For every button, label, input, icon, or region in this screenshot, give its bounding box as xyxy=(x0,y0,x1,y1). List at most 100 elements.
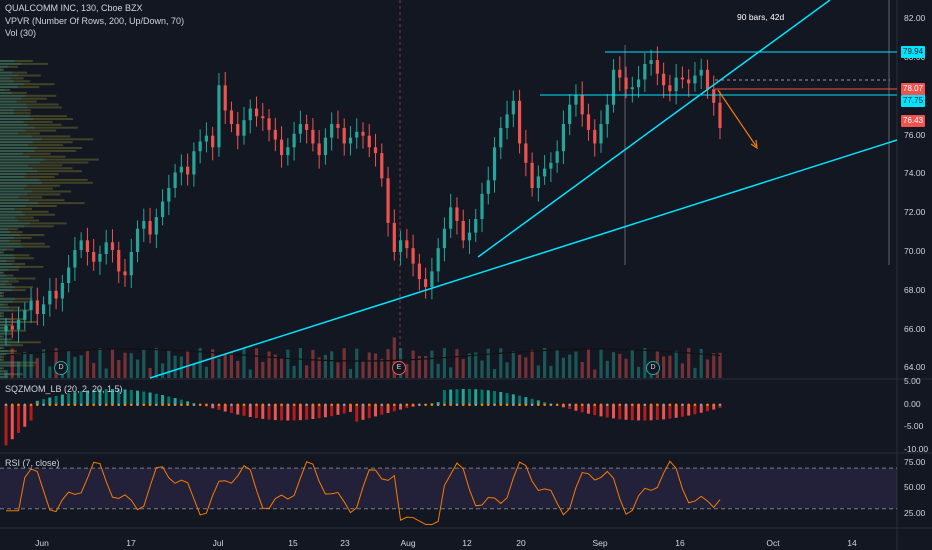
squeeze-dot xyxy=(261,403,265,407)
candle-body xyxy=(536,176,540,189)
vpvr-bar xyxy=(0,202,85,205)
candle-body xyxy=(35,300,39,315)
candle-body xyxy=(511,100,515,115)
squeeze-dot xyxy=(223,403,227,407)
candle-body xyxy=(73,250,77,268)
volume-bar xyxy=(4,370,8,378)
momentum-bar xyxy=(624,404,628,420)
volume-bar xyxy=(712,353,716,378)
candle-body xyxy=(4,325,8,332)
vpvr-bar xyxy=(0,257,34,260)
vol-legend[interactable]: Vol (30) xyxy=(5,28,37,38)
volume-bar xyxy=(279,357,284,378)
candle-body xyxy=(179,166,183,173)
momentum-bar xyxy=(60,394,64,405)
volume-bar xyxy=(342,348,346,378)
momentum-bar xyxy=(630,404,634,421)
momentum-bar xyxy=(436,402,440,405)
vpvr-bar xyxy=(0,167,73,170)
volume-bar xyxy=(267,351,271,378)
symbol-legend[interactable]: QUALCOMM INC, 130, Cboe BZX xyxy=(5,3,143,13)
squeeze-dot xyxy=(324,403,327,407)
vpvr-legend[interactable]: VPVR (Number Of Rows, 200, Up/Down, 70) xyxy=(5,16,185,26)
squeeze-dot xyxy=(530,403,534,407)
candle-body xyxy=(110,242,115,251)
momentum-bar xyxy=(186,401,190,405)
vpvr-bar xyxy=(0,344,11,347)
vpvr-bar xyxy=(0,297,15,300)
x-tick-label: Sep xyxy=(592,538,608,548)
squeeze-dot xyxy=(474,403,478,407)
momentum-bar xyxy=(662,404,666,420)
momentum-bar xyxy=(117,389,121,405)
vpvr-bar xyxy=(0,77,11,80)
volume-bar xyxy=(217,358,221,378)
vpvr-bar xyxy=(0,321,17,323)
vpvr-bar xyxy=(0,184,60,187)
vpvr-bar xyxy=(0,100,37,103)
vpvr-bar xyxy=(0,219,40,222)
vpvr-bar xyxy=(0,100,17,103)
candle-body xyxy=(361,131,365,136)
squeeze-dot xyxy=(48,403,52,407)
candle-body xyxy=(29,300,33,311)
squeeze-dot xyxy=(230,403,233,407)
momentum-bar xyxy=(712,404,716,410)
momentum-bar xyxy=(248,404,252,418)
momentum-bar xyxy=(317,404,321,419)
squeeze-dot xyxy=(129,403,133,407)
volume-bar xyxy=(35,358,39,378)
volume-bar xyxy=(248,369,252,378)
candle-body xyxy=(655,60,659,74)
vpvr-bar xyxy=(0,225,54,228)
candle-body xyxy=(436,248,440,272)
candle-body xyxy=(154,217,158,235)
squeeze-dot xyxy=(599,403,603,407)
vpvr-bar xyxy=(0,355,2,358)
candle-body xyxy=(67,267,71,284)
volume-bar xyxy=(154,348,158,378)
momentum-bar xyxy=(536,400,540,405)
sqzmom-legend[interactable]: SQZMOM_LB (20, 2, 20, 1.5) xyxy=(5,384,123,394)
momentum-bar xyxy=(499,391,503,405)
squeeze-dot xyxy=(236,403,240,407)
vpvr-bar xyxy=(0,329,27,332)
volume-bar xyxy=(618,353,622,378)
candle-body xyxy=(317,143,321,156)
volume-bar xyxy=(474,352,478,378)
vpvr-bar xyxy=(0,164,29,167)
vpvr-bar xyxy=(0,318,11,321)
rsi-legend[interactable]: RSI (7, close) xyxy=(5,458,60,468)
squeeze-dot xyxy=(280,403,283,407)
candle-body xyxy=(186,166,190,175)
vpvr-bar xyxy=(0,248,7,251)
vpvr-bar xyxy=(0,207,33,210)
momentum-bar xyxy=(524,397,528,405)
vpvr-bar xyxy=(0,109,31,112)
squeeze-dot xyxy=(192,403,196,407)
vpvr-bar xyxy=(0,62,48,65)
momentum-bar xyxy=(167,396,171,405)
vpvr-bar xyxy=(0,196,43,199)
y-tick-label: 75.00 xyxy=(904,457,926,468)
momentum-bar xyxy=(179,399,183,405)
vpvr-bar xyxy=(0,210,49,213)
squeeze-dot xyxy=(180,403,183,407)
candle-body xyxy=(392,222,396,252)
momentum-bar xyxy=(442,390,446,405)
momentum-bar xyxy=(593,404,597,416)
candle-body xyxy=(618,69,622,78)
vpvr-bar xyxy=(0,205,26,207)
candle-body xyxy=(680,77,685,80)
vpvr-bar xyxy=(0,228,18,231)
volume-bar xyxy=(129,353,133,378)
vpvr-bar xyxy=(0,181,94,184)
vpvr-bar xyxy=(0,152,23,155)
squeeze-dot xyxy=(336,403,340,407)
vpvr-bar xyxy=(0,367,2,370)
y-tick-label: 74.00 xyxy=(904,168,926,179)
vpvr-bar xyxy=(0,225,25,228)
candle-body xyxy=(85,240,90,252)
momentum-bar xyxy=(361,404,365,420)
